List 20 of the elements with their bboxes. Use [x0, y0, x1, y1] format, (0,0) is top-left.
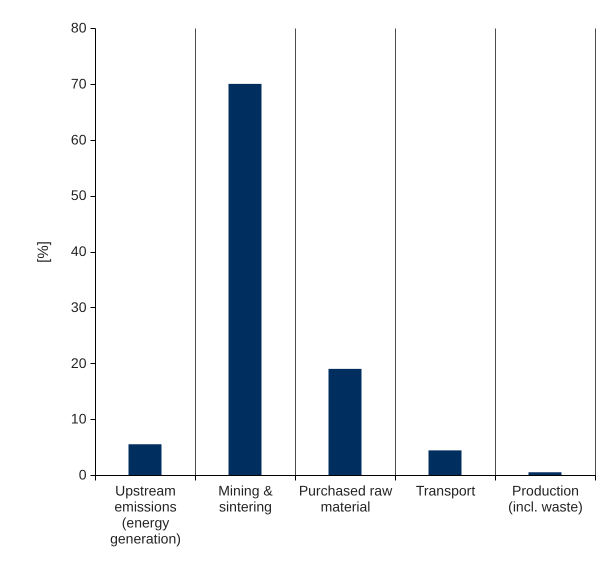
bar [528, 472, 562, 475]
y-tick-label: 20 [70, 354, 87, 371]
bar [428, 450, 462, 475]
y-tick-label: 80 [70, 20, 87, 36]
y-axis-title: [%] [34, 241, 52, 263]
bar [328, 368, 362, 475]
y-tick-label: 0 [78, 466, 87, 482]
y-tick-label: 50 [70, 187, 87, 204]
bar [228, 84, 262, 475]
y-tick-label: 10 [70, 410, 87, 427]
y-tick-label: 30 [70, 298, 87, 315]
x-tick-label: Mining & sintering [218, 482, 274, 514]
y-tick-label: 40 [70, 243, 87, 259]
y-tick-label: 70 [70, 75, 87, 92]
x-tick-label: Production (incl. waste) [508, 482, 583, 514]
y-tick-label: 60 [70, 131, 87, 148]
x-tick-label: Purchased raw material [298, 482, 394, 514]
x-tick-label: Upstream emissions (energy generation) [110, 482, 181, 546]
x-tick-label: Transport [416, 482, 476, 498]
bar [128, 444, 162, 475]
